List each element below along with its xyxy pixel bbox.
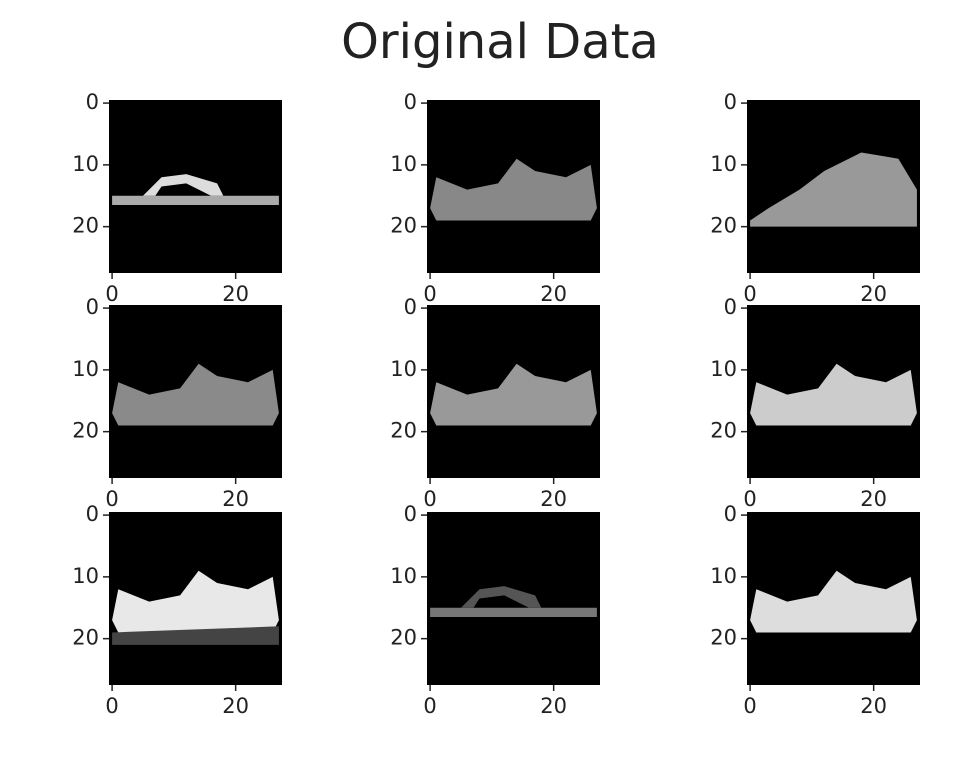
y-tick-label: 10	[72, 357, 99, 381]
image-content	[112, 570, 279, 633]
image-content	[750, 363, 917, 426]
x-tick-label: 20	[540, 282, 567, 306]
y-tick-label: 0	[86, 295, 99, 319]
x-tick-label: 0	[423, 487, 436, 511]
image-content	[112, 626, 279, 645]
y-tick-label: 10	[390, 564, 417, 588]
x-tick-label: 20	[540, 487, 567, 511]
x-tick-label: 20	[222, 694, 249, 718]
y-tick-label: 10	[72, 564, 99, 588]
x-tick-label: 0	[423, 694, 436, 718]
y-tick-label: 20	[710, 419, 737, 443]
y-tick-label: 0	[404, 502, 417, 526]
image-content	[112, 363, 279, 426]
y-tick-label: 10	[710, 357, 737, 381]
x-tick-label: 0	[743, 694, 756, 718]
y-tick-label: 20	[390, 626, 417, 650]
x-tick-label: 0	[743, 487, 756, 511]
x-tick-label: 0	[105, 694, 118, 718]
y-tick-label: 20	[72, 626, 99, 650]
image-content	[750, 152, 917, 227]
y-tick-label: 0	[86, 502, 99, 526]
x-tick-label: 20	[860, 487, 887, 511]
x-tick-label: 20	[860, 282, 887, 306]
y-tick-label: 20	[72, 419, 99, 443]
x-tick-label: 0	[105, 282, 118, 306]
x-tick-label: 0	[743, 282, 756, 306]
y-tick-label: 20	[390, 419, 417, 443]
y-tick-label: 0	[724, 90, 737, 114]
image-content	[750, 570, 917, 633]
x-tick-label: 0	[423, 282, 436, 306]
image-content	[430, 363, 597, 426]
y-tick-label: 0	[86, 90, 99, 114]
x-tick-label: 0	[105, 487, 118, 511]
y-tick-label: 0	[724, 295, 737, 319]
image-content	[460, 586, 542, 608]
y-tick-label: 20	[72, 214, 99, 238]
y-tick-label: 10	[710, 564, 737, 588]
y-tick-label: 0	[404, 90, 417, 114]
figure-title: Original Data	[341, 14, 659, 70]
x-tick-label: 20	[222, 282, 249, 306]
y-tick-label: 20	[710, 214, 737, 238]
y-tick-label: 20	[710, 626, 737, 650]
y-tick-label: 10	[390, 357, 417, 381]
y-tick-label: 20	[390, 214, 417, 238]
y-tick-label: 10	[72, 152, 99, 176]
x-tick-label: 20	[860, 694, 887, 718]
image-content	[430, 158, 597, 221]
y-tick-label: 10	[710, 152, 737, 176]
image-content	[430, 607, 597, 618]
y-tick-label: 10	[390, 152, 417, 176]
y-tick-label: 0	[724, 502, 737, 526]
image-content	[142, 174, 224, 196]
y-tick-label: 0	[404, 295, 417, 319]
image-content	[112, 195, 279, 206]
x-tick-label: 20	[540, 694, 567, 718]
x-tick-label: 20	[222, 487, 249, 511]
